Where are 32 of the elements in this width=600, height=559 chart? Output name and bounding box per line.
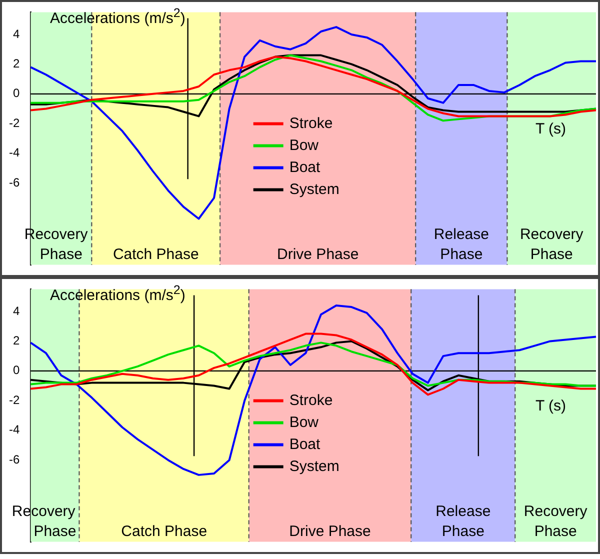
- y-axis-title: Accelerations (m/s$^{2}$): [50, 6, 186, 27]
- y-tick-label: -2: [9, 392, 20, 407]
- y-tick-label: 0: [12, 363, 20, 378]
- legend-label: Boat: [289, 158, 322, 176]
- annotation: Recovery Phase: [520, 226, 584, 263]
- y-tick-label: 4: [12, 26, 20, 41]
- legend-label: Bow: [289, 414, 319, 431]
- y-tick-label: -4: [9, 422, 20, 437]
- annotation: T (s): [535, 120, 566, 138]
- legend-label: Boat: [289, 436, 322, 453]
- y-axis-title: Accelerations (m/s$^{2}$): [50, 283, 186, 304]
- y-tick-label: -6: [9, 175, 20, 190]
- y-tick-label: 2: [12, 334, 20, 348]
- annotation: Release Phase: [434, 226, 489, 263]
- y-tick-label: -4: [9, 146, 20, 160]
- y-tick-label: 0: [12, 86, 20, 100]
- legend-label: Stroke: [289, 114, 333, 132]
- annotation: Catch Phase: [112, 246, 199, 263]
- annotation: T (s): [535, 398, 566, 415]
- y-tick-label: -2: [9, 116, 20, 130]
- annotation: Recovery Phase: [524, 502, 588, 540]
- legend-label: Bow: [289, 136, 319, 154]
- annotation: Drive Phase: [277, 246, 359, 263]
- legend-label: Stroke: [289, 392, 333, 409]
- annotation: Release Phase: [436, 502, 491, 540]
- y-tick-label: -6: [9, 452, 20, 466]
- legend-label: System: [289, 180, 340, 198]
- annotation: Catch Phase: [121, 522, 208, 540]
- annotation: Drive Phase: [289, 522, 371, 540]
- y-tick-label: 2: [12, 56, 20, 71]
- legend-label: System: [289, 458, 340, 475]
- y-tick-label: 4: [12, 304, 20, 318]
